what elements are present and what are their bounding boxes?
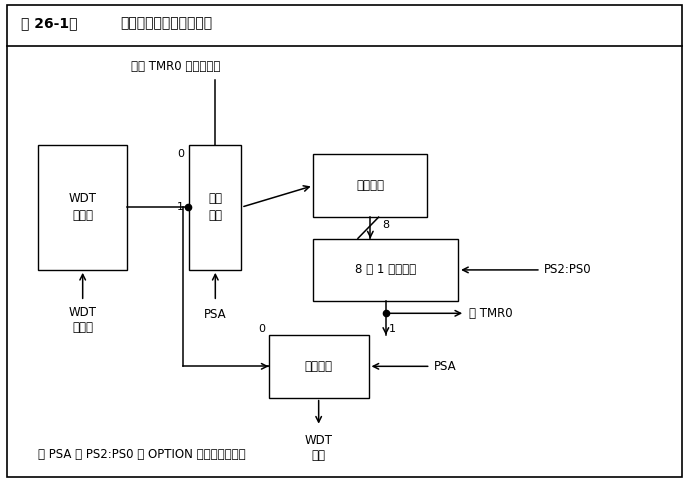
- Bar: [189, 145, 241, 270]
- Text: 8 选 1 多路开关: 8 选 1 多路开关: [356, 264, 416, 276]
- Text: WDT
定时器: WDT 定时器: [69, 192, 96, 222]
- Text: 来自 TMR0 的时钟信号: 来自 TMR0 的时钟信号: [131, 60, 220, 73]
- Text: 多路
开关: 多路 开关: [208, 192, 223, 222]
- Text: WDT
使能位: WDT 使能位: [69, 306, 96, 334]
- Text: 预分频器: 预分频器: [356, 179, 384, 192]
- Text: PS2:PS0: PS2:PS0: [544, 264, 592, 276]
- Text: 至 TMR0: 至 TMR0: [469, 307, 512, 320]
- Text: 看门狗定时器的结构框图: 看门狗定时器的结构框图: [121, 16, 213, 30]
- Bar: [269, 335, 369, 398]
- Text: 0: 0: [258, 324, 265, 334]
- Text: 多路开关: 多路开关: [305, 360, 333, 373]
- Text: PSA: PSA: [434, 360, 457, 373]
- Text: 注 PSA 和 PS2:PS0 是 OPTION 寄存器中的位。: 注 PSA 和 PS2:PS0 是 OPTION 寄存器中的位。: [38, 448, 245, 460]
- Text: 8: 8: [383, 220, 390, 230]
- Text: 1: 1: [177, 202, 184, 212]
- Bar: [313, 154, 427, 217]
- Bar: [313, 239, 458, 301]
- Text: WDT
超时: WDT 超时: [305, 434, 333, 462]
- Text: PSA: PSA: [204, 308, 227, 321]
- Text: 1: 1: [389, 324, 396, 334]
- Text: 图 26-1：: 图 26-1：: [21, 16, 77, 30]
- Bar: [38, 145, 127, 270]
- Text: 0: 0: [177, 149, 184, 159]
